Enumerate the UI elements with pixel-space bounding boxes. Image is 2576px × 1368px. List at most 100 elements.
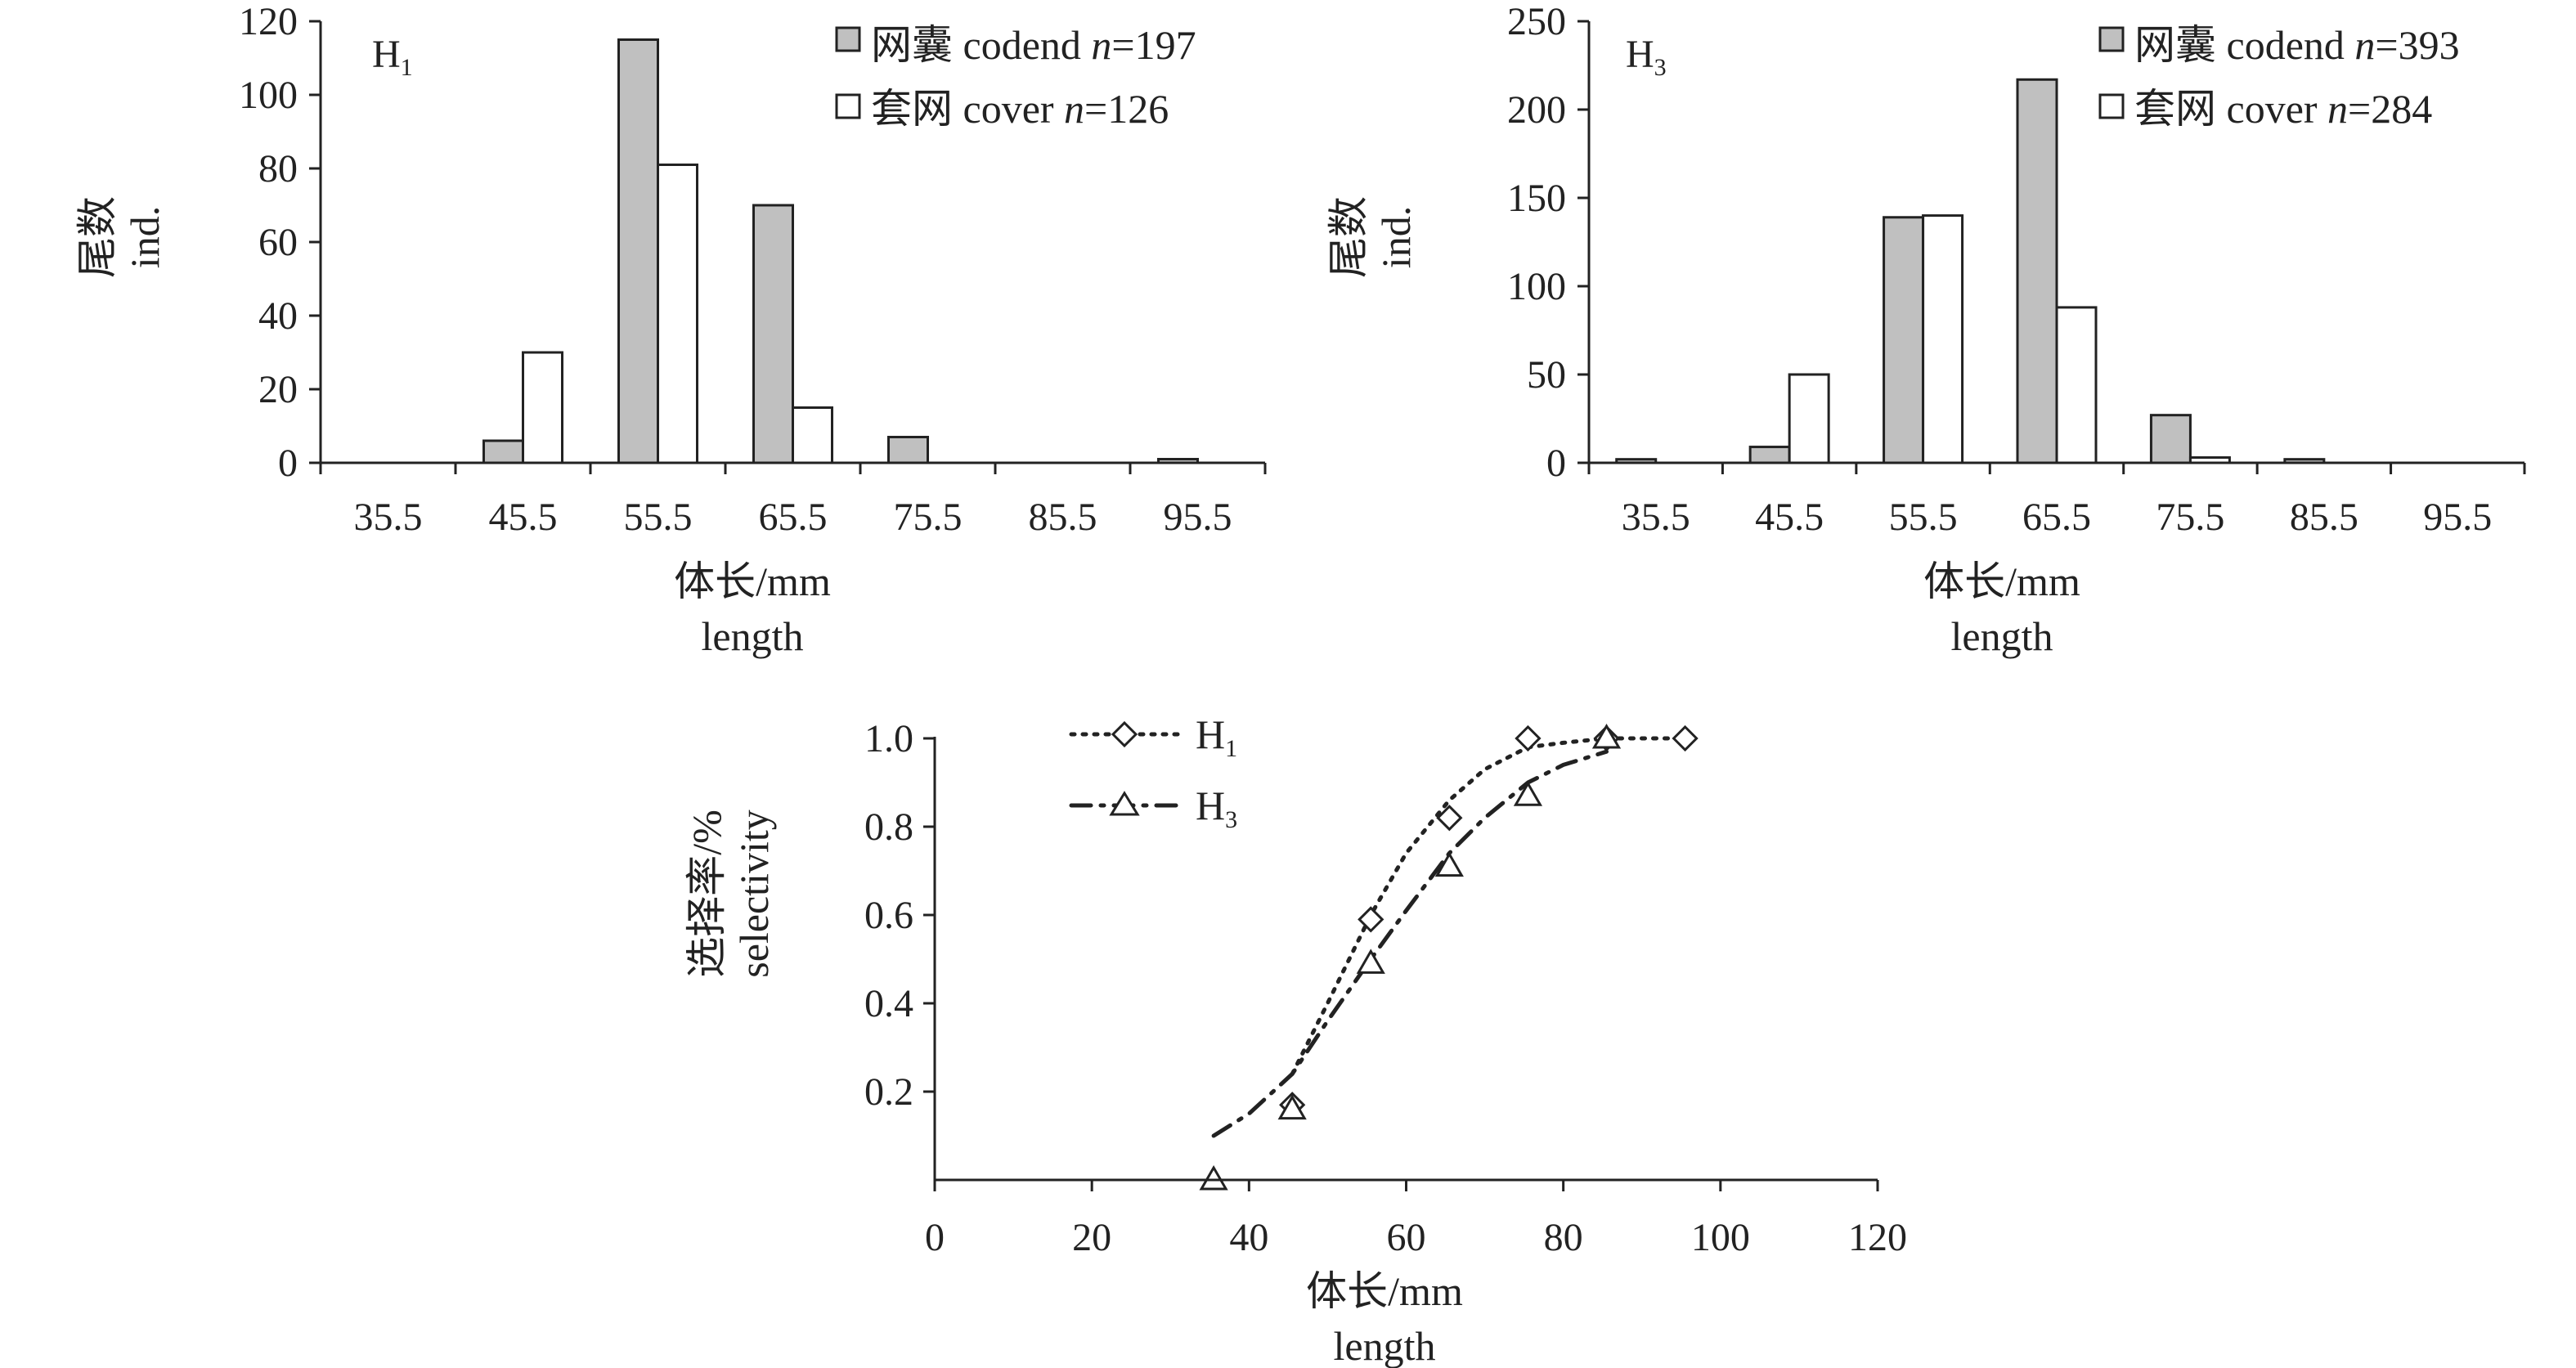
selectivity-y-tick-label: 0.6 xyxy=(864,894,913,937)
h3-triangle-marker xyxy=(1356,949,1385,974)
h3-triangle-marker xyxy=(1513,781,1543,806)
h3-y-axis-title-en: ind. xyxy=(1373,206,1419,268)
selectivity-x-tick-label: 40 xyxy=(1229,1216,1268,1259)
h3-bar-cover-55.5 xyxy=(1922,214,1964,464)
selectivity-y-axis-title-en: selectivity xyxy=(731,810,777,978)
h1-axes xyxy=(309,20,1267,474)
legend-h3-triangle-icon xyxy=(1109,791,1140,816)
h3-y-tick-label: 100 xyxy=(1507,265,1566,308)
h1-bar-codend-75.5 xyxy=(887,436,929,464)
h1-y-tick-label: 0 xyxy=(278,442,298,485)
h1-x-tick-label: 75.5 xyxy=(894,496,963,539)
h3-bar-codend-45.5 xyxy=(1748,446,1791,464)
selectivity-x-tick-label: 20 xyxy=(1072,1216,1111,1259)
h3-x-tick-label: 55.5 xyxy=(1889,496,1958,539)
h1-bar-codend-55.5 xyxy=(617,38,659,464)
selectivity-y-axis-title: 选择率/% selectivity xyxy=(684,810,777,978)
h1-y-axis-title: 尾数 ind. xyxy=(74,196,168,278)
h1-bar-cover-65.5 xyxy=(792,406,833,464)
selectivity-x-tick-label: 60 xyxy=(1387,1216,1426,1259)
selectivity-panel: 0.2 0.4 0.6 0.8 1.0 0 20 40 60 80 100 120 选择率/% se… xyxy=(684,711,1907,1368)
h3-y-tick-label: 150 xyxy=(1507,177,1566,220)
selectivity-y-axis-title-cn: 选择率/% xyxy=(684,810,729,978)
h3-x-axis-title-en: length xyxy=(1951,613,2053,659)
h3-y-axis-title-cn: 尾数 xyxy=(1326,196,1371,278)
selectivity-axes xyxy=(923,737,1879,1191)
h1-legend-label-cover: 套网 cover n=126 xyxy=(871,86,1169,132)
h3-legend-swatch-cover xyxy=(2098,93,2125,119)
selectivity-curves xyxy=(1211,736,1688,1138)
h3-x-tick-labels: 35.5 45.5 55.5 65.5 75.5 85.5 95.5 xyxy=(1622,496,2493,539)
h1-bar-cover-45.5 xyxy=(522,351,563,464)
legend-h1-diamond-icon xyxy=(1111,720,1138,748)
h3-bar-codend-75.5 xyxy=(2149,414,2192,464)
h3-x-tick-label: 45.5 xyxy=(1755,496,1824,539)
selectivity-x-tick-label: 0 xyxy=(925,1216,945,1259)
h3-y-axis-title: 尾数 ind. xyxy=(1326,196,1419,278)
h1-y-tick-label: 60 xyxy=(258,221,298,264)
selectivity-x-tick-label: 120 xyxy=(1848,1216,1907,1259)
h1-bar-codend-45.5 xyxy=(482,439,524,464)
h3-bar-codend-65.5 xyxy=(2016,78,2058,464)
h1-diamond-marker xyxy=(1672,724,1699,752)
selectivity-legend: H1 H3 xyxy=(1069,711,1237,833)
h1-x-axis-title-en: length xyxy=(702,613,804,659)
h1-y-tick-label: 120 xyxy=(239,0,298,43)
h1-x-tick-label: 35.5 xyxy=(354,496,423,539)
h3-triangle-marker xyxy=(1591,723,1622,749)
h1-bar-cover-55.5 xyxy=(657,164,698,464)
h3-y-tick-label: 250 xyxy=(1507,0,1566,43)
h1-y-axis-title-cn: 尾数 xyxy=(74,196,120,278)
h3-panel-label: H3 xyxy=(1626,33,1667,81)
h3-x-tick-label: 75.5 xyxy=(2156,496,2224,539)
h1-x-tick-label: 55.5 xyxy=(624,496,693,539)
h1-y-tick-labels: 0 20 40 60 80 100 120 xyxy=(239,0,298,485)
h1-panel-label: H1 xyxy=(372,33,413,81)
legend-h3-label: H3 xyxy=(1196,783,1237,833)
h3-y-tick-label: 0 xyxy=(1546,442,1566,485)
h3-x-axis-title-cn: 体长/mm xyxy=(1923,558,2080,604)
h3-x-tick-label: 95.5 xyxy=(2423,496,2492,539)
h1-fitted-curve xyxy=(1290,736,1688,1076)
h3-x-tick-label: 85.5 xyxy=(2290,496,2358,539)
h1-legend: 网囊 codend n=197 套网 cover n=126 xyxy=(835,22,1196,132)
selectivity-y-tick-label: 0.4 xyxy=(864,982,913,1025)
selectivity-x-axis-title-cn: 体长/mm xyxy=(1306,1268,1463,1314)
h1-y-tick-label: 80 xyxy=(258,147,298,191)
selectivity-x-tick-label: 80 xyxy=(1544,1216,1583,1259)
selectivity-markers xyxy=(1199,723,1699,1191)
h1-legend-label-codend: 网囊 codend n=197 xyxy=(871,22,1196,68)
h1-diamond-marker xyxy=(1358,906,1384,933)
h3-histogram-panel: 0 50 100 150 200 250 35.5 45.5 55.5 65.5 75.5 85.5… xyxy=(1326,0,2526,659)
h1-x-axis-title-cn: 体长/mm xyxy=(674,558,831,604)
h1-x-tick-labels: 35.5 45.5 55.5 65.5 75.5 85.5 95.5 xyxy=(354,496,1232,539)
selectivity-x-tick-labels: 0 20 40 60 80 100 120 xyxy=(925,1216,1907,1259)
h3-legend-label-codend: 网囊 codend n=393 xyxy=(2134,22,2460,68)
h3-x-tick-label: 35.5 xyxy=(1622,496,1690,539)
h3-legend: 网囊 codend n=393 套网 cover n=284 xyxy=(2098,22,2460,132)
legend-h1-label: H1 xyxy=(1196,711,1237,762)
h1-x-tick-label: 45.5 xyxy=(489,496,558,539)
h3-triangle-marker xyxy=(1199,1164,1228,1191)
h3-bars xyxy=(1615,78,2326,464)
h1-y-axis-title-en: ind. xyxy=(122,206,168,268)
h1-y-tick-label: 20 xyxy=(258,368,298,411)
h3-y-tick-labels: 0 50 100 150 200 250 xyxy=(1507,0,1566,485)
h3-bar-codend-55.5 xyxy=(1883,216,1925,464)
h3-triangle-marker xyxy=(1277,1094,1307,1120)
h1-x-tick-label: 95.5 xyxy=(1164,496,1232,539)
h1-legend-swatch-cover xyxy=(835,93,861,119)
selectivity-x-axis-title-en: length xyxy=(1334,1323,1436,1368)
h1-x-tick-label: 85.5 xyxy=(1029,496,1097,539)
h3-legend-swatch-codend xyxy=(2098,26,2125,52)
h1-diamond-marker xyxy=(1515,724,1542,752)
h1-y-tick-label: 40 xyxy=(258,294,298,338)
h3-triangle-marker xyxy=(1434,851,1464,877)
h1-x-tick-label: 65.5 xyxy=(759,496,828,539)
h1-legend-swatch-codend xyxy=(835,26,861,52)
h1-y-tick-label: 100 xyxy=(239,74,298,117)
h3-y-tick-label: 50 xyxy=(1527,353,1566,397)
selectivity-y-tick-labels: 0.2 0.4 0.6 0.8 1.0 xyxy=(864,717,913,1114)
h1-bars xyxy=(482,38,1199,464)
